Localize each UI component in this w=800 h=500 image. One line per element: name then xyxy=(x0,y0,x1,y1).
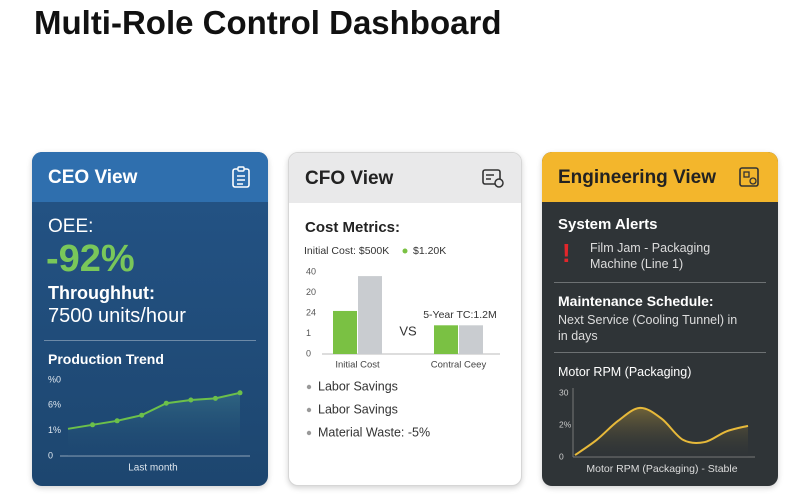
engineering-card: Engineering View System Alerts ! Film Ja… xyxy=(542,152,778,486)
ceo-header: CEO View xyxy=(32,152,268,202)
divider xyxy=(44,340,256,341)
divider xyxy=(554,352,766,353)
alert-text: Film Jam - Packaging Machine (Line 1) xyxy=(590,241,711,271)
cfo-icon[interactable] xyxy=(481,167,505,189)
engineering-header: Engineering View xyxy=(542,152,778,202)
throughput-value: 7500 units/hour xyxy=(48,305,186,327)
cfo-title: CFO View xyxy=(305,168,394,189)
page-title: Multi-Role Control Dashboard xyxy=(34,4,502,41)
throughput-label: Throughhut: xyxy=(48,283,155,303)
cfo-header: CFO View xyxy=(289,153,521,203)
divider xyxy=(554,282,766,283)
ceo-icon[interactable] xyxy=(230,166,252,188)
ceo-card: CEO View OEE: -92% Throughhut: 7500 unit… xyxy=(32,152,268,486)
alert-icon: ! xyxy=(562,238,571,268)
trend-title: Production Trend xyxy=(48,351,164,367)
cost-title: Cost Metrics: xyxy=(305,219,401,236)
engineering-icon[interactable] xyxy=(738,166,762,188)
ceo-title: CEO View xyxy=(48,167,138,188)
motor-title: Motor RPM (Packaging) xyxy=(558,365,692,379)
maintenance-text: Next Service (Cooling Tunnel) in in days xyxy=(558,313,738,343)
oee-value: -92% xyxy=(46,238,135,280)
oee-label: OEE: xyxy=(48,216,94,237)
cfo-card: CFO View Cost Metrics: xyxy=(288,152,522,486)
engineering-title: Engineering View xyxy=(558,167,717,188)
maintenance-title: Maintenance Schedule: xyxy=(558,293,714,309)
alerts-title: System Alerts xyxy=(558,216,658,233)
